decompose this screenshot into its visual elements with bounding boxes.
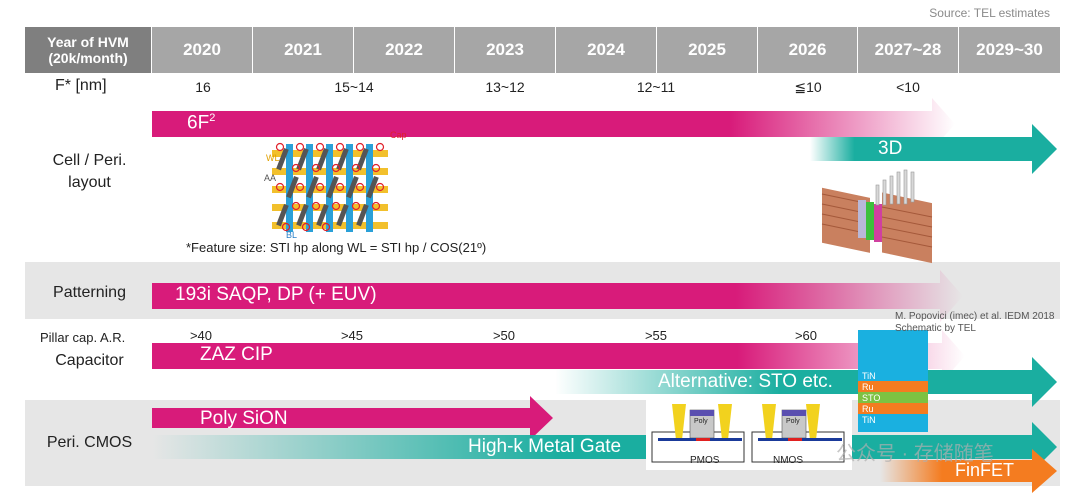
wl-label: WL — [266, 153, 280, 163]
year-cell: 2020 — [152, 27, 253, 73]
pillar-ar-value: >45 — [340, 328, 364, 343]
source-note: Source: TEL estimates — [929, 6, 1050, 20]
bar-sto-label: Alternative: STO etc. — [658, 371, 833, 392]
capacitor-stack-labels: TiN Ru STO Ru TiN — [862, 371, 880, 426]
stack-layer-tin-top: TiN — [862, 371, 876, 381]
watermark: 公众号 · 存储随笔 — [836, 443, 994, 465]
bar-hkmg-arrow — [152, 422, 1057, 472]
bl-label: BL — [286, 230, 298, 240]
year-cell: 2027~28 — [858, 27, 959, 73]
stack-layer-ru-top: Ru — [862, 382, 874, 392]
bar-patterning-label: 193i SAQP, DP (+ EUV) — [175, 284, 377, 305]
stack-layer-tin-bottom: TiN — [862, 415, 876, 425]
bar-3d-arrow — [810, 124, 1057, 174]
bar-finfet-label: FinFET — [955, 460, 1015, 480]
bar-poly-sion-label: Poly SiON — [200, 408, 288, 429]
capacitor-stack-diagram — [858, 330, 928, 432]
cell-layout-label-line2: layout — [68, 174, 111, 191]
feature-size-value: 12~11 — [636, 79, 676, 95]
bar-finfet-arrow — [880, 449, 1057, 493]
year-header-row: Year of HVM (20k/month) 2020 2021 2022 2… — [25, 27, 1060, 73]
bar-3d-label: 3D — [878, 138, 903, 159]
pillar-ar-label: Pillar cap. A.R. — [40, 330, 126, 345]
pillar-ar-value: >60 — [794, 328, 818, 343]
feature-size-value: ≦10 — [794, 79, 822, 95]
peri-cmos-label: Peri. CMOS — [46, 434, 133, 451]
bar-hkmg-label: High-k Metal Gate — [468, 436, 622, 457]
pmos-label: PMOS — [690, 455, 720, 466]
nmos-gate-label: Poly — [786, 418, 800, 425]
pillar-ar-value: >50 — [492, 328, 516, 343]
bar-patterning-arrow — [152, 270, 963, 322]
year-cell: 2029~30 — [959, 27, 1060, 73]
bar-sto-arrow — [555, 357, 1057, 407]
feature-size-value: 13~12 — [485, 79, 525, 95]
year-cell: 2021 — [253, 27, 354, 73]
stack-layer-ru-bottom: Ru — [862, 404, 874, 414]
year-cell: 2024 — [556, 27, 657, 73]
feature-size-value: <10 — [896, 79, 920, 95]
cell-layout-label: Cell / Peri. layout — [32, 150, 147, 194]
feature-size-value: 16 — [195, 79, 211, 95]
pillar-ar-value: >40 — [189, 328, 213, 343]
capacitor-credit-line2: Schematic by TEL — [895, 323, 976, 334]
capacitor-label: Capacitor — [55, 352, 124, 369]
year-header-label: Year of HVM (20k/month) — [25, 27, 152, 73]
bar-6f2-sup: 2 — [209, 112, 216, 124]
patterning-label: Patterning — [53, 284, 126, 301]
year-cell: 2023 — [455, 27, 556, 73]
year-cell: 2022 — [354, 27, 455, 73]
aa-label: AA — [264, 173, 277, 183]
feature-size-value: 15~14 — [334, 79, 374, 95]
bar-poly-sion-arrow — [152, 396, 553, 440]
year-cell: 2026 — [758, 27, 858, 73]
bar-zaz-label: ZAZ CIP — [200, 344, 273, 365]
nmos-label: NMOS — [773, 455, 803, 466]
3d-dram-illustration — [821, 169, 933, 264]
capacitor-credit: M. Popovici (imec) et al. IEDM 2018 Sche… — [895, 311, 1055, 335]
cap-label: Cap — [390, 130, 407, 140]
cell-layout-schematic — [272, 142, 388, 232]
cell-layout-label-line1: Cell / Peri. — [52, 152, 127, 169]
stack-layer-sto: STO — [862, 393, 881, 403]
bar-6f2-text: 6F — [187, 112, 210, 134]
bar-zaz-arrow — [152, 330, 965, 382]
bar-6f2-arrow — [152, 98, 955, 150]
pillar-ar-value: >55 — [644, 328, 668, 343]
capacitor-credit-line1: M. Popovici (imec) et al. IEDM 2018 — [895, 311, 1055, 322]
year-cell: 2025 — [657, 27, 758, 73]
feature-footnote: *Feature size: STI hp along WL = STI hp … — [186, 240, 487, 255]
bar-6f2-label: 6F2 — [187, 112, 215, 134]
cmos-cross-section — [646, 400, 852, 470]
pmos-gate-label: Poly — [694, 418, 708, 425]
feature-size-label: F* [nm] — [55, 77, 107, 94]
